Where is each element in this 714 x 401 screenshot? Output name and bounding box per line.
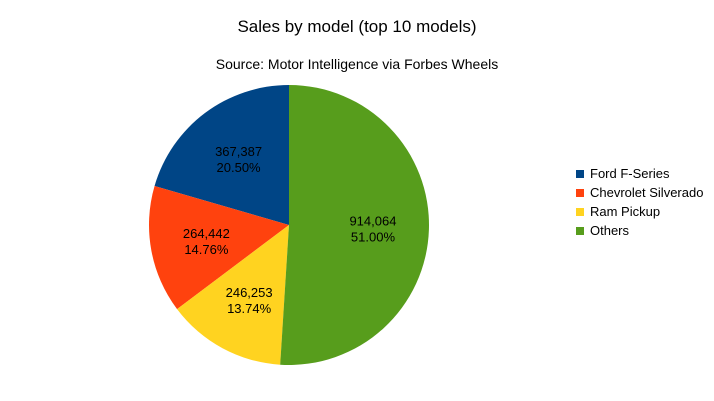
slice-value-label: 367,387 [215, 144, 262, 159]
legend-swatch [576, 169, 584, 178]
chart-title: Sales by model (top 10 models) [237, 17, 477, 36]
legend-label: Others [590, 223, 630, 238]
slice-percent-label: 51.00% [351, 230, 396, 245]
legend-item: Others [576, 221, 703, 240]
slice-percent-label: 14.76% [184, 242, 229, 257]
legend-item: Chevrolet Silverado [576, 183, 703, 202]
legend-label: Ford F-Series [590, 166, 670, 181]
slice-value-label: 914,064 [349, 214, 396, 229]
slice-percent-label: 13.74% [227, 301, 272, 316]
legend-label: Ram Pickup [590, 204, 661, 219]
legend-swatch [576, 207, 584, 216]
pie-slice-others [280, 85, 429, 365]
legend-item: Ram Pickup [576, 202, 703, 221]
chart-subtitle: Source: Motor Intelligence via Forbes Wh… [215, 56, 499, 72]
legend-item: Ford F-Series [576, 164, 703, 183]
pie-slice-chevrolet-silverado [148, 185, 289, 310]
chart-legend: Ford F-Series Chevrolet Silverado Ram Pick… [576, 164, 703, 240]
legend-label: Chevrolet Silverado [590, 185, 704, 200]
slice-value-label: 264,442 [183, 226, 230, 241]
legend-swatch [576, 188, 584, 197]
slice-percent-label: 20.50% [217, 160, 262, 175]
legend-swatch [576, 226, 584, 235]
pie-slice-ford-f-series [154, 85, 289, 225]
slice-value-label: 246,253 [226, 285, 273, 300]
pie-slice-ram-pickup [177, 225, 289, 365]
